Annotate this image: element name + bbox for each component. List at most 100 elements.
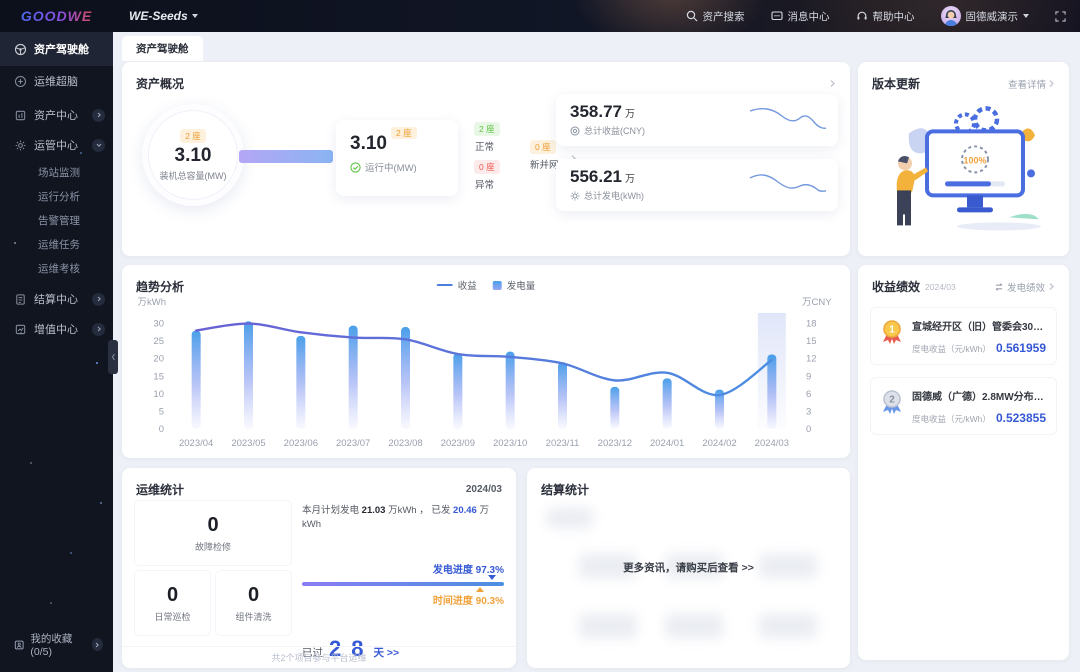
capacity-label: 装机总容量(MW) — [159, 170, 227, 181]
sidebar-subitem-om-assessment[interactable]: 运维考核 — [38, 262, 80, 275]
total-generation-label: 总计发电(kWh) — [584, 191, 644, 201]
sidebar-item-settlement-center[interactable]: 结算中心 — [0, 284, 113, 314]
om-counters: 0 故障检修 0 日常巡检 0 组件清洗 — [134, 500, 292, 636]
generation-sparkline — [749, 174, 827, 192]
svg-text:18: 18 — [806, 319, 817, 330]
plant-name: 固德威（广德）2.8MW分布式光伏 — [912, 392, 1046, 403]
svg-text:15: 15 — [806, 336, 817, 347]
days-elapsed[interactable]: 已过 28 天 >> — [302, 636, 400, 661]
sidebar-item-label: 运维超脑 — [34, 76, 78, 88]
running-value: 3.10 — [350, 133, 387, 154]
performance-rank-item[interactable]: 2 固德威（广德）2.8MW分布式光伏 度电收益（元/kWh） 0.523855 — [870, 377, 1057, 435]
legend-generation[interactable]: 发电量 — [492, 278, 535, 292]
help-center-label: 帮助中心 — [872, 10, 915, 23]
goodwe-logo: GOODWE — [0, 8, 113, 24]
main-content: 资产驾驶舱 资产概况 2 座 3.10 装机总容量(MW) 3.102 座 — [113, 32, 1080, 672]
trend-chart[interactable]: 万kWh 万CNY 0 5 10 15 20 25 30 0 3 6 9 12 15 18 2023/04 202… — [130, 295, 840, 453]
coin-icon — [570, 126, 580, 135]
metric-value: 0.523855 — [995, 411, 1046, 425]
monthly-plan-line: 本月计划发电 21.03 万kWh ， 已发 20.46 万kWh — [302, 505, 489, 531]
svg-text:2023/07: 2023/07 — [336, 438, 370, 449]
asset-overview-card: 资产概况 2 座 3.10 装机总容量(MW) 3.102 座 运行中(M — [122, 62, 850, 256]
chevron-right-icon — [1049, 80, 1054, 87]
generation-marker-icon — [487, 574, 496, 580]
chevron-right-icon — [92, 322, 105, 336]
svg-text:15: 15 — [153, 371, 164, 382]
switch-to-generation-performance[interactable]: 发电绩效 — [994, 280, 1055, 294]
sidebar-item-asset-center[interactable]: 资产中心 — [0, 100, 113, 130]
card-title: 资产概况 — [136, 77, 185, 91]
blurred-placeholder — [579, 614, 637, 638]
settlement-icon — [16, 293, 25, 305]
sidebar-subitem-operation-analysis[interactable]: 运行分析 — [38, 190, 80, 203]
abnormal-label: 异常 — [475, 180, 495, 191]
overview-more-button[interactable] — [829, 79, 836, 88]
sidebar-item-operation-center[interactable]: 运管中心 — [0, 130, 113, 160]
chart-legend: 收益 发电量 — [436, 278, 535, 292]
purchase-to-view-link[interactable]: 更多资讯，请购买后查看 >> — [623, 562, 754, 574]
sidebar-item-label: 资产驾驶舱 — [34, 44, 89, 56]
total-generation-box[interactable]: 556.21 万 总计发电(kWh) — [556, 159, 838, 211]
done-value: 20.46 — [453, 505, 477, 516]
svg-text:25: 25 — [153, 336, 164, 347]
asset-search-button[interactable]: 资产搜索 — [686, 9, 745, 24]
sidebar-subitem-om-tasks[interactable]: 运维任务 — [38, 238, 80, 251]
sidebar-item-label: 运管中心 — [34, 140, 78, 152]
view-details-link[interactable]: 查看详情 — [1008, 77, 1055, 91]
svg-text:2023/11: 2023/11 — [546, 438, 580, 449]
blurred-placeholder — [579, 554, 637, 578]
cockpit-icon — [14, 43, 27, 55]
help-center-button[interactable]: 帮助中心 — [856, 9, 915, 24]
user-name: 固德威演示 — [965, 10, 1019, 23]
new-grid-count-badge: 0 座 — [530, 140, 556, 154]
counter-daily-inspection[interactable]: 0 日常巡检 — [134, 570, 211, 636]
sidebar-subitem-station-monitoring[interactable]: 场站监测 — [38, 166, 80, 179]
bar-swatch — [492, 280, 502, 290]
metric-label: 度电收益（元/kWh） — [912, 414, 991, 424]
blurred-placeholder — [547, 508, 593, 528]
line-swatch — [436, 284, 453, 286]
days-value: 28 — [329, 636, 374, 661]
progress-section: 发电进度 97.3% 时间进度 90.3% — [302, 561, 504, 607]
product-name: WE-Seeds — [129, 9, 188, 23]
message-center-button[interactable]: 消息中心 — [770, 9, 830, 24]
user-menu[interactable]: 固德威演示 — [940, 6, 1029, 26]
svg-text:5: 5 — [159, 406, 164, 417]
total-revenue-box[interactable]: 358.77 万 总计收益(CNY) — [556, 94, 838, 146]
chevron-right-icon — [92, 108, 105, 122]
trend-analysis-card: 趋势分析 收益 发电量 — [122, 265, 850, 458]
revenue-sparkline — [749, 108, 827, 129]
headset-icon — [856, 11, 867, 20]
sidebar-item-asset-cockpit[interactable]: 资产驾驶舱 — [0, 32, 113, 66]
performance-rank-item[interactable]: 1 宣城经开区（旧）管委会303kW分布... 度电收益（元/kWh） 0.56… — [870, 307, 1057, 365]
product-switcher[interactable]: WE-Seeds — [129, 9, 198, 23]
total-generation-value: 556.21 — [570, 167, 622, 186]
sidebar-subitem-alarm-management[interactable]: 告警管理 — [38, 214, 80, 227]
legend-revenue[interactable]: 收益 — [436, 278, 477, 292]
svg-text:2024/03: 2024/03 — [755, 438, 789, 449]
progress-bar — [302, 574, 504, 592]
asset-search-label: 资产搜索 — [702, 10, 745, 23]
sidebar-item-om-brain[interactable]: 运维超脑 — [0, 66, 113, 96]
generation-progress-value: 97.3% — [475, 564, 504, 576]
sun-icon — [570, 191, 580, 200]
svg-text:万CNY: 万CNY — [802, 297, 832, 308]
running-label: 运行中(MW) — [365, 163, 417, 174]
tab-asset-cockpit[interactable]: 资产驾驶舱 — [122, 36, 203, 61]
svg-text:2023/06: 2023/06 — [284, 438, 318, 449]
sidebar-item-value-added-center[interactable]: 增值中心 — [0, 314, 113, 344]
time-progress-value: 90.3% — [475, 595, 504, 607]
revenue-performance-card: 收益绩效 2024/03 发电绩效 1 宣城经 — [858, 265, 1069, 660]
favorites-label: 我的收藏(0/5) — [30, 633, 73, 658]
blurred-placeholder — [665, 614, 723, 638]
running-box: 3.102 座 运行中(MW) — [336, 120, 458, 196]
counter-module-cleaning[interactable]: 0 组件清洗 — [215, 570, 292, 636]
svg-text:0: 0 — [806, 424, 811, 435]
chevron-right-icon — [830, 80, 835, 87]
fullscreen-icon[interactable] — [1055, 10, 1066, 22]
sidebar-collapse-handle[interactable] — [108, 340, 118, 374]
counter-fault-repair[interactable]: 0 故障检修 — [134, 500, 292, 566]
sidebar-item-favorites[interactable]: 我的收藏(0/5) — [0, 631, 113, 658]
status-column: 2 座 正常 0 座 异常 — [474, 122, 500, 194]
